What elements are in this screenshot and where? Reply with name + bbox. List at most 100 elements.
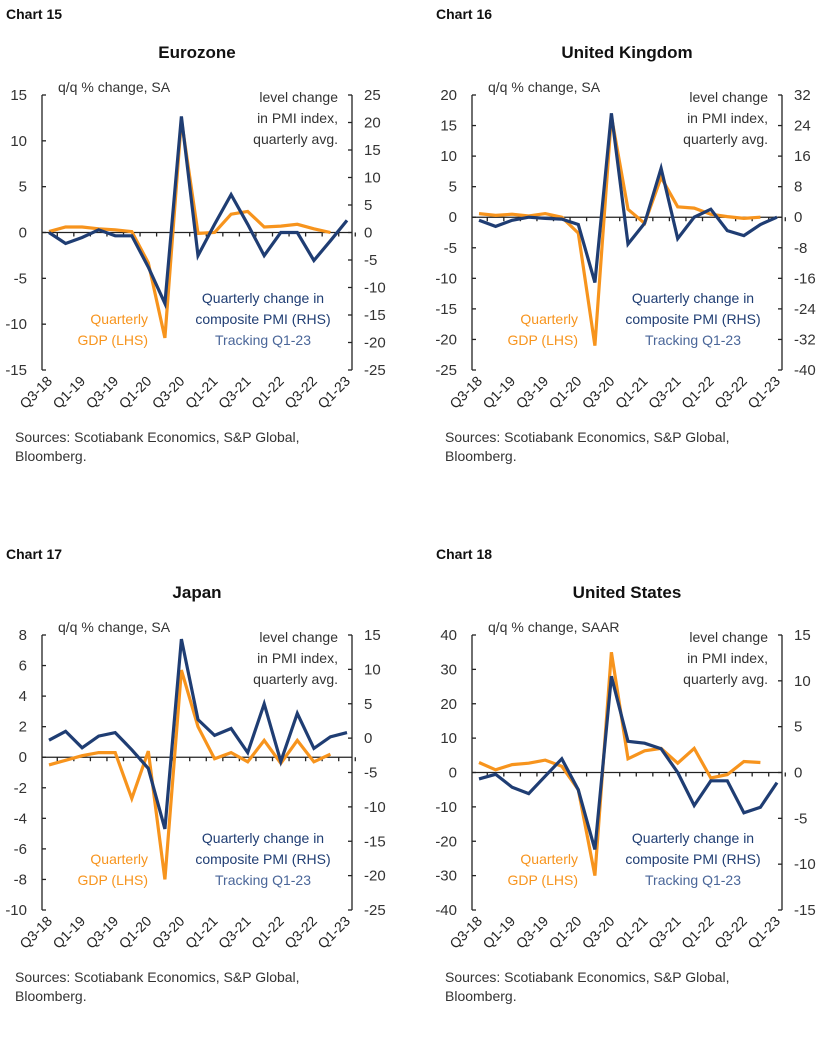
gdp-series-label-line: GDP (LHS) <box>77 872 148 888</box>
lhs-tick-label: 8 <box>19 627 27 644</box>
chart-plot: -40-30-20-10010203040-15-10-5051015Q3-18… <box>435 627 816 952</box>
rhs-tick-label: 10 <box>364 661 381 678</box>
rhs-tick-label: -20 <box>364 335 386 352</box>
sources-line: Bloomberg. <box>15 448 87 464</box>
rhs-tick-label: 5 <box>364 197 372 214</box>
lhs-tick-label: 0 <box>19 749 27 766</box>
sources-line: Sources: Scotiabank Economics, S&P Globa… <box>15 969 300 985</box>
x-tick-label: Q1-22 <box>678 913 717 952</box>
gdp-series-label-line: Quarterly <box>90 851 148 867</box>
pmi-tracking-label: Tracking Q1-23 <box>645 872 741 888</box>
x-tick-label: Q3-20 <box>149 373 188 412</box>
lhs-tick-label: -2 <box>14 780 27 797</box>
sources-note: Sources: Scotiabank Economics, S&P Globa… <box>445 428 775 466</box>
gdp-series-label: Quarterly GDP (LHS) <box>507 309 578 351</box>
chart-plot: -15 -10 -5 0 5 10 15 -25 -20 -15 -10 -5 0 5 10 15 20 25 Q3… <box>5 87 386 412</box>
rhs-tick-label: -5 <box>364 765 377 782</box>
lhs-tick-label: 0 <box>449 209 457 226</box>
lhs-tick-label: -15 <box>435 301 457 318</box>
lhs-tick-label: 0 <box>19 225 27 242</box>
rhs-tick-label: -15 <box>364 833 386 850</box>
x-tick-label: Q3-21 <box>215 913 254 952</box>
chart-number: Chart 18 <box>436 546 493 562</box>
x-tick-label: Q1-22 <box>678 373 717 412</box>
pmi-line <box>48 638 348 830</box>
rhs-tick-label: 32 <box>794 87 811 104</box>
rhs-tick-label: 0 <box>794 765 802 782</box>
rhs-axis-label-line: in PMI index, <box>687 110 768 126</box>
x-tick-label: Q1-21 <box>612 913 651 952</box>
x-tick-label: Q1-19 <box>49 913 88 952</box>
gdp-line <box>48 669 332 880</box>
lhs-tick-label: 15 <box>440 118 457 135</box>
chart-plot: -25 -20 -15 -10 -5 0 5 10 15 20 -40 -32 -24 -16 -8 0 8 16… <box>435 87 816 412</box>
sources-note: Sources: Scotiabank Economics, S&P Globa… <box>15 968 345 1006</box>
lhs-tick-label: -10 <box>435 799 457 816</box>
x-tick-label: Q1-23 <box>314 373 353 412</box>
rhs-tick-label: 25 <box>364 87 381 104</box>
rhs-tick-label: -40 <box>794 362 816 379</box>
sources-note: Sources: Scotiabank Economics, S&P Globa… <box>15 428 345 466</box>
pmi-series-label: Quarterly change in composite PMI (RHS) … <box>608 828 778 891</box>
rhs-axis-label-line: in PMI index, <box>687 650 768 666</box>
x-tick-label: Q3-19 <box>83 373 122 412</box>
pmi-line <box>478 675 779 850</box>
rhs-axis-label-line: level change <box>689 89 768 105</box>
x-tick-label: Q1-19 <box>479 373 518 412</box>
rhs-axis-label-line: quarterly avg. <box>253 671 338 687</box>
x-tick-label: Q3-20 <box>579 373 618 412</box>
gdp-series-label-line: GDP (LHS) <box>77 332 148 348</box>
gdp-series-label: Quarterly GDP (LHS) <box>77 309 148 351</box>
rhs-tick-label: -25 <box>364 362 386 379</box>
gdp-series-label-line: GDP (LHS) <box>507 872 578 888</box>
lhs-axis-label: q/q % change, SA <box>488 79 601 95</box>
chart-title: Eurozone <box>158 43 236 62</box>
lhs-tick-label: 5 <box>19 179 27 196</box>
lhs-tick-label: 20 <box>440 87 457 104</box>
chart-title: United Kingdom <box>561 43 693 62</box>
rhs-axis-label: level change in PMI index, quarterly avg… <box>683 627 768 690</box>
chart-number: Chart 17 <box>6 546 63 562</box>
chart-16-panel: Chart 16 United Kingdom -25 -20 -15 -10 -5 0 5… <box>430 0 828 520</box>
x-tick-label: Q3-21 <box>215 373 254 412</box>
rhs-axis-label-line: quarterly avg. <box>253 131 338 147</box>
x-tick-label: Q3-22 <box>711 373 750 412</box>
pmi-series-label: Quarterly change in composite PMI (RHS) … <box>178 288 348 351</box>
pmi-series-label: Quarterly change in composite PMI (RHS) … <box>608 288 778 351</box>
x-tick-label: Q3-21 <box>645 913 684 952</box>
rhs-tick-label: -10 <box>364 799 386 816</box>
rhs-axis-label: level change in PMI index, quarterly avg… <box>253 87 338 150</box>
lhs-axis-label: q/q % change, SA <box>58 79 171 95</box>
gdp-series-label-line: Quarterly <box>90 311 148 327</box>
rhs-tick-label: 15 <box>364 142 381 159</box>
rhs-axis-label-line: in PMI index, <box>257 110 338 126</box>
rhs-tick-label: -10 <box>794 856 816 873</box>
sources-line: Bloomberg. <box>445 988 517 1004</box>
x-tick-label: Q3-20 <box>149 913 188 952</box>
lhs-tick-label: 20 <box>440 696 457 713</box>
pmi-line <box>48 116 349 310</box>
x-tick-label: Q1-19 <box>479 913 518 952</box>
lhs-tick-label: 2 <box>19 719 27 736</box>
gdp-series-label: Quarterly GDP (LHS) <box>507 849 578 891</box>
lhs-tick-label: -10 <box>435 270 457 287</box>
x-tick-label: Q1-20 <box>116 373 155 412</box>
rhs-tick-label: 15 <box>794 627 811 644</box>
chart-17-panel: Chart 17 Japan -10 -8 -6 -4 -2 0 2 4 6 8 -25 -20 -15… <box>0 540 414 1060</box>
pmi-series-label: Quarterly change in composite PMI (RHS) … <box>178 828 348 891</box>
pmi-series-label-line: composite PMI (RHS) <box>195 851 331 867</box>
rhs-axis-label-line: quarterly avg. <box>683 671 768 687</box>
rhs-axis-label-line: in PMI index, <box>257 650 338 666</box>
sources-line: Bloomberg. <box>15 988 87 1004</box>
lhs-tick-label: -20 <box>435 833 457 850</box>
sources-note: Sources: Scotiabank Economics, S&P Globa… <box>445 968 775 1006</box>
rhs-tick-label: -20 <box>364 868 386 885</box>
pmi-series-label-line: Quarterly change in <box>201 830 325 846</box>
rhs-axis-label-line: level change <box>259 629 338 645</box>
x-tick-label: Q3-19 <box>513 373 552 412</box>
rhs-tick-label: 24 <box>794 118 811 135</box>
rhs-tick-label: 16 <box>794 148 811 165</box>
x-tick-label: Q3-19 <box>513 913 552 952</box>
rhs-tick-label: 0 <box>364 730 372 747</box>
x-tick-label: Q3-20 <box>579 913 618 952</box>
